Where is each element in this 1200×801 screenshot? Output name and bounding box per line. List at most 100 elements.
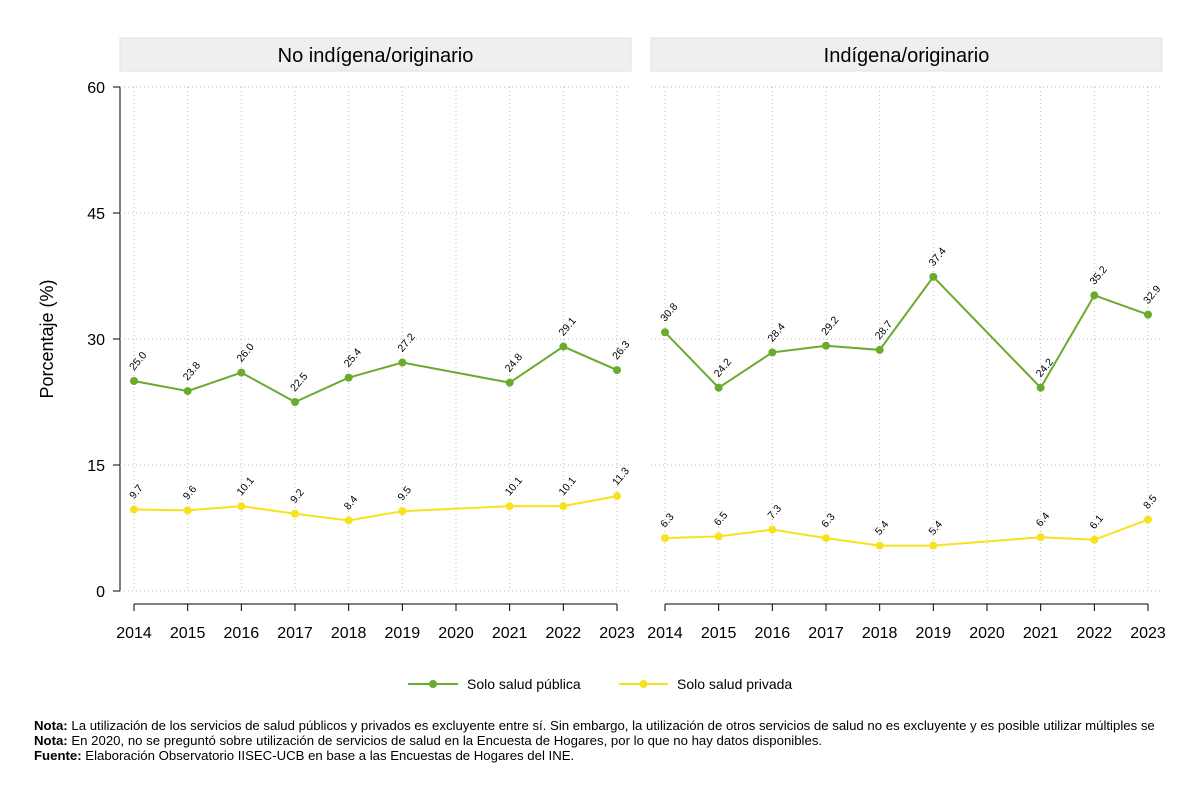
data-label: 23.8 bbox=[181, 360, 203, 383]
data-point bbox=[237, 368, 246, 377]
panel-title-strip bbox=[119, 37, 632, 72]
x-tick-label: 2021 bbox=[492, 625, 528, 642]
data-point bbox=[398, 507, 407, 516]
data-label: 24.8 bbox=[503, 351, 525, 374]
panel-title: No indígena/originario bbox=[278, 45, 474, 67]
data-label: 8.5 bbox=[1141, 493, 1160, 512]
x-tick-label: 2022 bbox=[546, 625, 582, 642]
data-label: 28.7 bbox=[873, 318, 895, 341]
data-point bbox=[875, 541, 884, 550]
panel-title-strip bbox=[650, 37, 1163, 72]
data-label: 24.2 bbox=[712, 356, 734, 379]
x-tick-label: 2016 bbox=[224, 625, 260, 642]
x-tick-label: 2018 bbox=[862, 625, 898, 642]
data-point bbox=[559, 342, 568, 351]
data-point bbox=[1144, 310, 1152, 319]
x-tick-label: 2020 bbox=[969, 625, 1005, 642]
data-label: 35.2 bbox=[1087, 264, 1109, 287]
legend-marker bbox=[639, 680, 648, 688]
note-text: En 2020, no se preguntó sobre utilizació… bbox=[67, 733, 823, 748]
source-text: Elaboración Observatorio IISEC-UCB en ba… bbox=[81, 748, 575, 763]
x-tick-label: 2023 bbox=[1130, 625, 1166, 642]
series-line bbox=[133, 345, 618, 404]
data-point bbox=[237, 502, 246, 511]
chart-notes: Nota: La utilización de los servicios de… bbox=[34, 718, 1200, 763]
x-tick-label: 2019 bbox=[385, 625, 421, 642]
y-tick-label: 0 bbox=[96, 584, 105, 601]
data-point bbox=[613, 366, 621, 375]
data-point bbox=[661, 534, 669, 543]
legend: Solo salud pública Solo salud privada bbox=[408, 676, 792, 692]
data-point bbox=[768, 525, 777, 534]
note-label: Nota: bbox=[34, 733, 68, 748]
data-point bbox=[714, 383, 723, 392]
note-text: La utilización de los servicios de salud… bbox=[67, 718, 1155, 733]
data-label: 9.7 bbox=[127, 482, 146, 501]
data-point bbox=[130, 377, 138, 385]
data-point bbox=[344, 516, 353, 525]
data-point bbox=[344, 373, 353, 382]
x-tick-label: 2020 bbox=[438, 625, 474, 642]
panel-2: Indígena/originario 2014 2015 2016 2017 2018 2… bbox=[647, 37, 1166, 642]
data-label: 9.5 bbox=[395, 484, 414, 503]
data-point bbox=[183, 506, 192, 515]
data-point bbox=[613, 492, 621, 501]
x-tick-label: 2023 bbox=[599, 625, 635, 642]
data-point bbox=[929, 272, 938, 281]
data-label: 10.1 bbox=[556, 475, 578, 498]
data-point bbox=[1090, 535, 1099, 544]
data-point bbox=[1144, 515, 1152, 524]
data-label: 29.1 bbox=[556, 315, 578, 338]
y-tick-label: 45 bbox=[87, 206, 105, 223]
data-label: 24.2 bbox=[1034, 356, 1056, 379]
x-tick-label: 2017 bbox=[808, 625, 844, 642]
data-label: 29.2 bbox=[819, 314, 841, 337]
x-tick-label: 2015 bbox=[701, 625, 737, 642]
data-label: 10.1 bbox=[234, 475, 256, 498]
data-label: 30.8 bbox=[658, 301, 680, 324]
data-label: 6.1 bbox=[1087, 513, 1106, 532]
data-point bbox=[130, 505, 138, 514]
x-tick-label: 2014 bbox=[647, 625, 683, 642]
data-label: 9.2 bbox=[288, 487, 307, 506]
x-tick-label: 2014 bbox=[116, 625, 152, 642]
y-tick-label: 15 bbox=[87, 458, 105, 475]
data-point bbox=[505, 502, 514, 511]
x-tick-label: 2022 bbox=[1077, 625, 1113, 642]
note-row: Nota: La utilización de los servicios de… bbox=[34, 718, 1200, 733]
data-point bbox=[505, 378, 514, 387]
data-label: 32.9 bbox=[1141, 283, 1163, 306]
source-row: Fuente: Elaboración Observatorio IISEC-U… bbox=[34, 748, 1200, 763]
series-line bbox=[664, 275, 1149, 390]
data-point bbox=[559, 502, 568, 511]
data-point bbox=[1036, 383, 1045, 392]
data-point bbox=[875, 345, 884, 354]
y-tick-label: 30 bbox=[87, 332, 105, 349]
data-point bbox=[822, 341, 830, 350]
data-label: 7.3 bbox=[765, 503, 784, 522]
data-label: 22.5 bbox=[288, 370, 310, 393]
data-point bbox=[291, 509, 299, 518]
legend-label: Solo salud privada bbox=[677, 676, 792, 692]
data-label: 37.4 bbox=[926, 245, 948, 268]
data-label: 6.5 bbox=[712, 509, 731, 528]
data-label: 25.4 bbox=[342, 346, 364, 369]
data-point bbox=[714, 532, 723, 541]
data-label: 6.3 bbox=[819, 511, 838, 530]
data-point bbox=[661, 328, 669, 337]
data-point bbox=[398, 358, 407, 367]
data-point bbox=[929, 541, 938, 550]
series-line bbox=[133, 495, 618, 522]
x-tick-label: 2019 bbox=[916, 625, 952, 642]
data-label: 5.4 bbox=[926, 519, 945, 538]
data-label: 26.0 bbox=[234, 341, 256, 364]
data-label: 6.4 bbox=[1034, 510, 1053, 529]
data-point bbox=[1090, 291, 1099, 300]
x-tick-label: 2017 bbox=[277, 625, 313, 642]
x-tick-label: 2015 bbox=[170, 625, 206, 642]
data-label: 6.3 bbox=[658, 511, 677, 530]
data-label: 28.4 bbox=[765, 321, 787, 344]
legend-label: Solo salud pública bbox=[467, 676, 581, 692]
data-label: 9.6 bbox=[181, 483, 200, 502]
data-point bbox=[291, 398, 299, 406]
